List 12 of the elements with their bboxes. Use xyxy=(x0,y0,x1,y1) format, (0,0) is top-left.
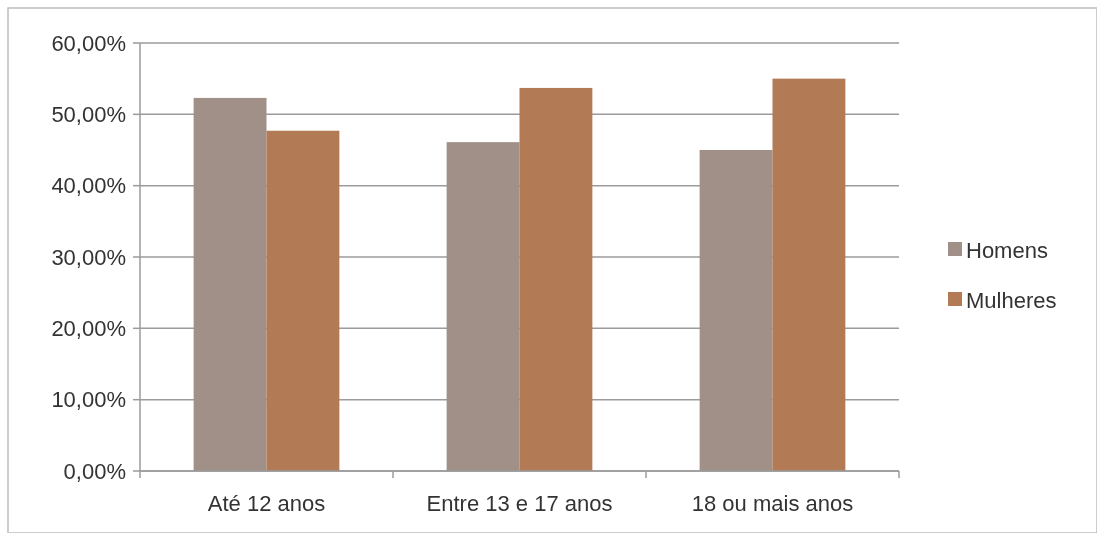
x-tick-label: 18 ou mais anos xyxy=(691,491,854,516)
y-tick-label: 10,00% xyxy=(51,387,126,413)
y-tick-label: 0,00% xyxy=(63,458,126,484)
y-tick-label: 50,00% xyxy=(51,102,126,128)
y-tick-label: 30,00% xyxy=(51,244,126,270)
x-tick-label: Entre 13 e 17 anos xyxy=(426,491,613,516)
y-tick-label: 60,00% xyxy=(51,30,126,56)
legend-label: Mulheres xyxy=(966,287,1057,313)
y-tick-label: 20,00% xyxy=(51,316,126,342)
x-tick-label: Até 12 anos xyxy=(207,491,326,516)
y-tick-label: 40,00% xyxy=(51,173,126,199)
legend-label: Homens xyxy=(966,237,1048,263)
